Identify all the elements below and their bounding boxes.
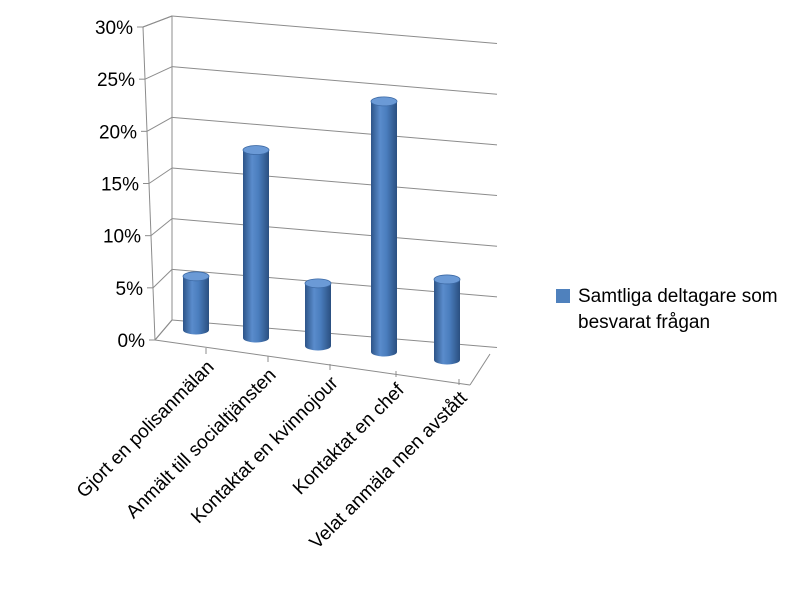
bar-top — [304, 278, 332, 289]
y-tick-label: 20% — [99, 122, 137, 143]
side-gridline — [148, 167, 173, 184]
back-gridline — [171, 218, 498, 247]
back-gridline — [171, 167, 498, 197]
side-gridline — [146, 116, 173, 132]
side-gridline — [150, 218, 173, 237]
bar-top — [242, 145, 270, 155]
bar-body — [243, 150, 269, 343]
back-gridline — [171, 66, 498, 95]
side-gridline — [154, 319, 173, 341]
y-tick-label: 10% — [103, 227, 141, 248]
bar-top — [182, 271, 210, 282]
bar-body — [305, 283, 331, 351]
back-gridline — [171, 15, 498, 45]
legend: Samtliga deltagare som besvarat frågan — [556, 284, 801, 336]
side-gridline — [152, 268, 173, 289]
legend-swatch — [556, 289, 570, 303]
legend-label: Samtliga deltagare som besvarat frågan — [578, 286, 778, 333]
y-tick-label: 30% — [95, 18, 133, 39]
y-tick-label: 15% — [101, 175, 139, 196]
y-tick-label: 5% — [116, 279, 144, 300]
bar — [182, 271, 210, 335]
gridlines — [137, 15, 498, 349]
bar — [242, 145, 270, 343]
floor-front-edge — [154, 339, 471, 386]
side-gridline — [144, 66, 173, 80]
bar — [433, 274, 461, 365]
side-gridline — [142, 15, 173, 28]
bar-body — [371, 101, 397, 357]
bar-top — [370, 96, 398, 107]
bar-series — [182, 96, 461, 365]
back-gridline — [171, 116, 498, 146]
bar-top — [433, 274, 461, 285]
y-tick-label: 0% — [118, 331, 146, 352]
bar — [370, 96, 398, 357]
x-tick-label: Kontaktat en kvinnojour — [187, 372, 343, 528]
floor-right-edge — [469, 353, 491, 386]
bar — [304, 278, 332, 351]
y-tick-label: 25% — [97, 70, 135, 91]
bar-body — [183, 276, 209, 335]
bar-body — [434, 279, 460, 365]
y-axis-tick-labels: 0% 5% 10% 15% 20% 25% 30% — [95, 18, 145, 352]
x-tick-label: Gjort en polisanmälan — [73, 357, 219, 503]
